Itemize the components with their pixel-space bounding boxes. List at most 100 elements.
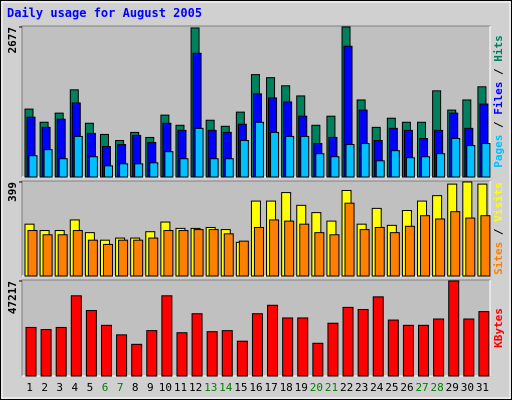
x-tick-label: 14 (219, 381, 233, 394)
bar (404, 225, 415, 277)
bar (372, 296, 384, 377)
x-tick-label: 12 (189, 381, 202, 394)
bar (297, 317, 309, 377)
x-tick-label: 29 (446, 381, 459, 394)
bar (451, 138, 461, 178)
chart-title: Daily usage for August 2005 (7, 6, 202, 20)
bar (40, 329, 52, 377)
bar (194, 127, 204, 178)
x-tick-label: 6 (102, 381, 109, 394)
legend: Sites / Visits (492, 182, 505, 275)
bar (448, 280, 460, 377)
bar (315, 153, 325, 178)
y-tick-label: 399 (6, 182, 19, 202)
bar (72, 230, 83, 277)
bar (329, 234, 340, 277)
bar (206, 331, 218, 377)
bar (345, 144, 355, 178)
bar (251, 313, 263, 377)
x-tick-label: 26 (400, 381, 413, 394)
legend-entry: Pages (492, 135, 505, 168)
legend: Pages / Files / Hits (492, 35, 505, 168)
bar (191, 313, 203, 377)
bar (148, 237, 159, 277)
bar (223, 233, 234, 277)
bar (55, 326, 67, 377)
bar (420, 215, 431, 277)
x-tick-label: 30 (461, 381, 474, 394)
x-tick-label: 7 (117, 381, 124, 394)
bar (270, 131, 280, 178)
bar (450, 211, 461, 277)
legend-separator: / (492, 222, 505, 242)
bar (146, 330, 158, 377)
bar (193, 229, 204, 277)
bar (312, 342, 324, 377)
bar (435, 218, 446, 277)
x-tick-label: 31 (476, 381, 489, 394)
bar (402, 324, 414, 377)
bar (359, 229, 370, 277)
y-tick-label: 2677 (6, 27, 19, 54)
bar (342, 306, 354, 377)
bar (179, 158, 189, 178)
bar (284, 220, 295, 277)
x-tick-label: 25 (385, 381, 398, 394)
bar (42, 234, 53, 277)
bar (58, 158, 68, 178)
bar (73, 135, 83, 178)
bar (100, 324, 112, 377)
bar (239, 140, 249, 178)
x-tick-label: 18 (280, 381, 293, 394)
bar (375, 160, 385, 178)
bar (478, 311, 490, 377)
x-tick-label: 16 (249, 381, 262, 394)
x-tick-label: 3 (56, 381, 63, 394)
bar (224, 158, 234, 178)
bar (387, 319, 399, 377)
x-tick-label: 15 (234, 381, 247, 394)
legend-entry: Sites (492, 242, 505, 275)
x-tick-label: 8 (132, 381, 139, 394)
legend-separator: / (492, 115, 505, 135)
bar (267, 304, 279, 377)
bar (87, 239, 98, 277)
bar (327, 322, 339, 377)
bar (85, 310, 97, 377)
x-tick-label: 11 (174, 381, 187, 394)
bar (421, 156, 431, 178)
bar (389, 232, 400, 277)
bar (433, 318, 445, 377)
bar (299, 223, 310, 277)
bar (116, 334, 128, 377)
bar (178, 230, 189, 277)
bar (330, 156, 340, 178)
bar (209, 158, 219, 178)
x-tick-label: 9 (147, 381, 154, 394)
x-tick-label: 23 (355, 381, 368, 394)
bar (134, 163, 144, 178)
bar (27, 230, 38, 277)
x-tick-label: 2 (41, 381, 48, 394)
bar (463, 318, 475, 377)
x-tick-label: 5 (87, 381, 94, 394)
x-tick-label: 1 (26, 381, 33, 394)
bar (43, 149, 53, 178)
bar (25, 326, 37, 377)
bar (269, 219, 280, 277)
bar (57, 234, 68, 277)
bar (70, 295, 82, 377)
bar (418, 324, 430, 377)
bar (344, 202, 355, 277)
bar (357, 308, 369, 377)
bar (176, 332, 188, 377)
bar (119, 163, 129, 178)
bar (466, 145, 476, 178)
bar (236, 340, 248, 377)
x-tick-label: 22 (340, 381, 353, 394)
x-tick-label: 10 (159, 381, 172, 394)
bar (465, 217, 476, 277)
x-tick-label: 28 (431, 381, 444, 394)
bar (161, 295, 173, 377)
